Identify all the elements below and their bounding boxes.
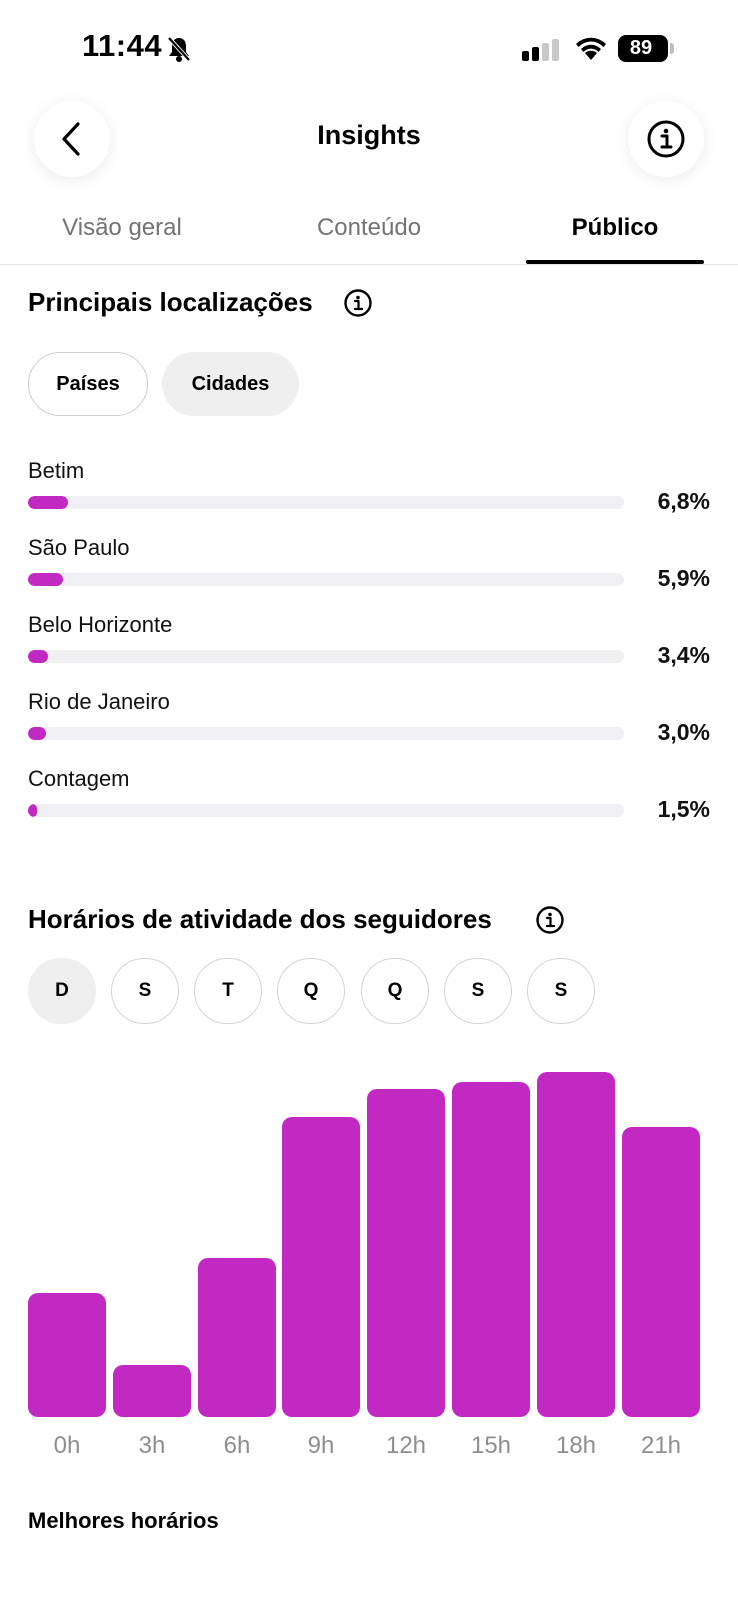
best-times-title: Melhores horários	[28, 1508, 219, 1533]
day-sunday-button[interactable]: D	[28, 958, 96, 1024]
location-bar-fill	[28, 650, 48, 663]
location-row: Belo Horizonte 3,4%	[28, 612, 710, 688]
battery-icon	[618, 35, 668, 62]
chart-bar-9h	[282, 1117, 360, 1417]
location-percent: 5,9%	[657, 565, 710, 591]
day-thursday-button[interactable]: Q	[361, 958, 429, 1024]
x-tick-label: 6h	[223, 1432, 251, 1459]
location-bar-track	[28, 573, 624, 586]
day-friday-button[interactable]: S	[444, 958, 512, 1024]
x-tick-label: 15h	[470, 1432, 512, 1459]
wifi-icon	[574, 36, 608, 65]
location-bar-track	[28, 496, 624, 509]
tab-divider	[0, 264, 738, 265]
chart-bar-21h	[622, 1127, 700, 1417]
activity-info-icon[interactable]	[535, 905, 565, 940]
location-bar-fill	[28, 727, 46, 740]
location-bar-fill	[28, 496, 68, 509]
x-tick-label: 12h	[385, 1432, 427, 1459]
info-button[interactable]	[628, 101, 704, 177]
status-time: 11:44	[82, 28, 163, 63]
day-tuesday-button[interactable]: T	[194, 958, 262, 1024]
location-row: São Paulo 5,9%	[28, 535, 710, 611]
active-tab-indicator	[526, 260, 704, 264]
location-name: Belo Horizonte	[28, 612, 173, 637]
battery-level: 89	[629, 37, 653, 59]
status-bar: 11:44 89	[0, 0, 738, 96]
cellular-signal-icon	[522, 39, 562, 66]
filter-countries-button[interactable]: Países	[28, 352, 148, 416]
location-name: São Paulo	[28, 535, 130, 560]
location-bar-fill	[28, 804, 37, 817]
chart-bar-6h	[198, 1258, 276, 1417]
location-percent: 3,4%	[657, 642, 710, 668]
location-name: Rio de Janeiro	[28, 689, 170, 714]
location-percent: 3,0%	[657, 719, 710, 745]
x-tick-label: 0h	[53, 1432, 81, 1459]
chart-bar-15h	[452, 1082, 530, 1417]
back-button[interactable]	[34, 101, 110, 177]
location-row: Contagem 1,5%	[28, 766, 710, 842]
day-monday-button[interactable]: S	[111, 958, 179, 1024]
location-percent: 1,5%	[657, 796, 710, 822]
chart-bar-3h	[113, 1365, 191, 1417]
battery-cap	[670, 43, 674, 54]
chart-bar-18h	[537, 1072, 615, 1417]
chevron-left-icon	[62, 122, 80, 156]
x-tick-label: 9h	[307, 1432, 335, 1459]
day-wednesday-button[interactable]: Q	[277, 958, 345, 1024]
tab-content[interactable]: Conteúdo	[316, 214, 422, 241]
location-row: Rio de Janeiro 3,0%	[28, 689, 710, 765]
locations-info-icon[interactable]	[343, 288, 373, 323]
tab-overview[interactable]: Visão geral	[62, 214, 182, 241]
follower-activity-title: Horários de atividade dos seguidores	[28, 904, 492, 934]
location-bar-track	[28, 650, 624, 663]
location-name: Betim	[28, 458, 85, 483]
location-percent: 6,8%	[657, 488, 710, 514]
x-tick-label: 18h	[555, 1432, 597, 1459]
location-name: Contagem	[28, 766, 130, 791]
location-bar-track	[28, 804, 624, 817]
location-bar-fill	[28, 573, 63, 586]
top-locations-title: Principais localizações	[28, 287, 313, 317]
chart-bar-0h	[28, 1293, 106, 1417]
page-title: Insights	[317, 120, 421, 150]
bell-muted-icon	[166, 35, 192, 68]
tab-audience[interactable]: Público	[571, 214, 659, 241]
day-saturday-button[interactable]: S	[527, 958, 595, 1024]
info-icon	[647, 120, 685, 158]
location-bar-track	[28, 727, 624, 740]
chart-bar-12h	[367, 1089, 445, 1417]
x-tick-label: 21h	[640, 1432, 682, 1459]
x-tick-label: 3h	[138, 1432, 166, 1459]
filter-cities-button[interactable]: Cidades	[162, 352, 299, 416]
location-row: Betim 6,8%	[28, 458, 710, 534]
